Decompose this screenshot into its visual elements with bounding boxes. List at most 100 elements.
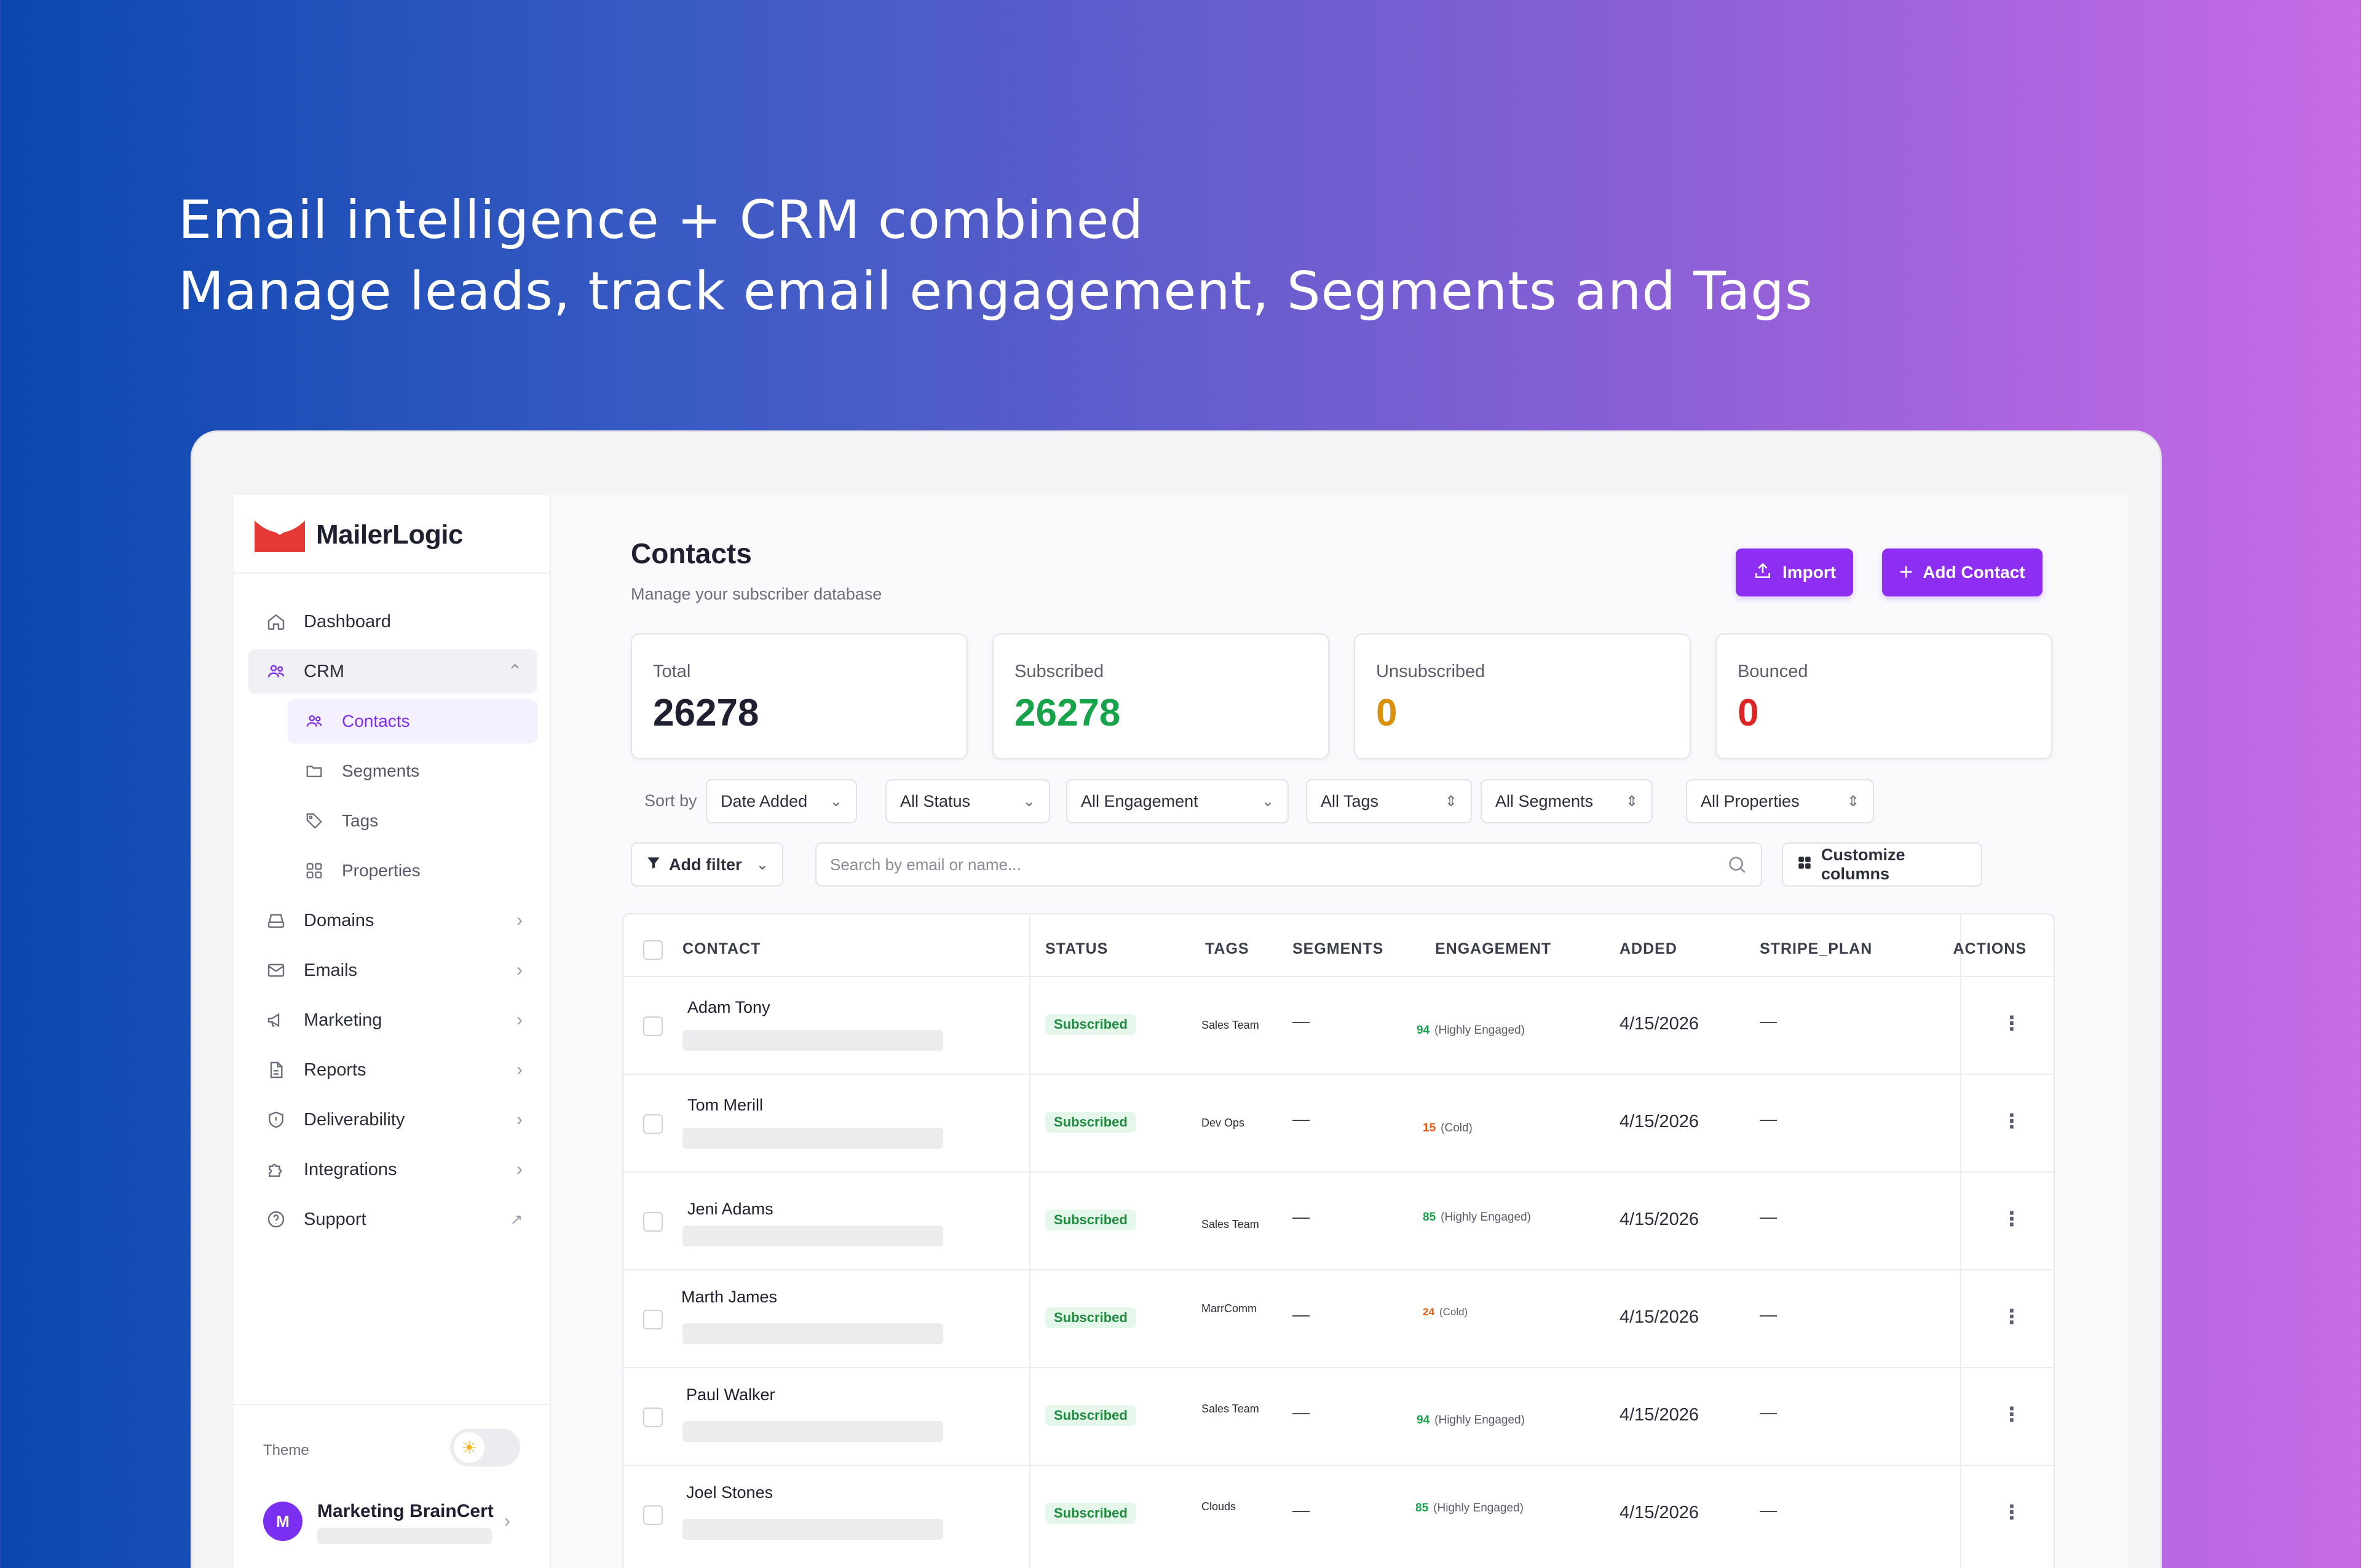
tags-filter-select[interactable]: All Tags ⇕ <box>1306 779 1472 823</box>
row-checkbox[interactable] <box>643 1114 663 1134</box>
sidebar-item-support[interactable]: Support ↗ <box>248 1197 537 1241</box>
status-badge: Subscribed <box>1045 1014 1136 1035</box>
segments-filter-select[interactable]: All Segments ⇕ <box>1481 779 1653 823</box>
status-filter-select[interactable]: All Status ⌄ <box>885 779 1050 823</box>
row-checkbox[interactable] <box>643 1212 663 1232</box>
main-content: Contacts Manage your subscriber database… <box>551 495 2127 1568</box>
column-header-contact[interactable]: CONTACT <box>682 940 761 957</box>
theme-label: Theme <box>263 1442 309 1459</box>
segment-value: — <box>1292 1012 1310 1031</box>
sidebar-item-tags[interactable]: Tags <box>288 799 537 843</box>
score-value: 24 <box>1423 1306 1434 1318</box>
plus-icon: + <box>1899 559 1913 585</box>
page-subtitle: Manage your subscriber database <box>631 585 882 603</box>
divider <box>623 1465 2054 1466</box>
chevron-right-icon[interactable]: › <box>504 1511 510 1531</box>
sidebar-item-contacts[interactable]: Contacts <box>288 699 537 743</box>
chevron-down-icon: ⌄ <box>1261 793 1274 810</box>
status-badge: Subscribed <box>1045 1503 1136 1524</box>
row-actions-menu-icon[interactable]: ⋮ <box>2002 1110 2022 1132</box>
sidebar-item-reports[interactable]: Reports › <box>248 1048 537 1092</box>
upload-icon <box>1753 561 1773 585</box>
app-window: MailerLogic Dashboard CRM ⌃ <box>234 495 2127 1568</box>
row-actions-menu-icon[interactable]: ⋮ <box>2002 1501 2022 1523</box>
sidebar-item-dashboard[interactable]: Dashboard <box>248 600 537 644</box>
column-header-tags[interactable]: TAGS <box>1205 940 1249 957</box>
table-row[interactable]: Adam Tony Subscribed Sales Team — 94 (Hig… <box>623 977 2054 1074</box>
sidebar-item-segments[interactable]: Segments <box>288 749 537 793</box>
engagement-filter-select[interactable]: All Engagement ⌄ <box>1066 779 1289 823</box>
contact-name[interactable]: Marth James <box>681 1288 778 1306</box>
contact-name[interactable]: Joel Stones <box>686 1483 773 1502</box>
contact-name[interactable]: Tom Merill <box>687 1096 764 1114</box>
sidebar-item-domains[interactable]: Domains › <box>248 898 537 943</box>
divider <box>1960 914 1961 1568</box>
chevron-right-icon: › <box>516 1059 523 1080</box>
customize-columns-button[interactable]: Customize columns <box>1782 842 1982 887</box>
table-row[interactable]: Paul Walker Subscribed Sales Team — 94 (H… <box>623 1368 2054 1465</box>
sidebar-item-deliverability[interactable]: Deliverability › <box>248 1098 537 1142</box>
row-checkbox[interactable] <box>643 1016 663 1036</box>
contact-name[interactable]: Jeni Adams <box>687 1200 773 1218</box>
score-value: 15 <box>1423 1122 1436 1134</box>
sidebar-item-crm[interactable]: CRM ⌃ <box>248 649 537 694</box>
chevron-up-icon: ⌃ <box>507 661 523 682</box>
score-value: 85 <box>1423 1211 1436 1224</box>
row-checkbox[interactable] <box>643 1310 663 1329</box>
divider <box>623 1269 2054 1270</box>
mail-icon <box>264 959 288 982</box>
stripe-plan-value: — <box>1760 1109 1777 1128</box>
grid-icon <box>1797 855 1813 875</box>
table-row[interactable]: Jeni Adams Subscribed Sales Team — 85 (Hi… <box>623 1173 2054 1269</box>
stat-card-bounced: Bounced 0 <box>1715 633 2052 759</box>
theme-toggle[interactable]: ☀ <box>450 1428 520 1467</box>
contact-name[interactable]: Paul Walker <box>686 1385 775 1404</box>
user-name[interactable]: Marketing BrainCert <box>317 1501 494 1521</box>
select-all-checkbox[interactable] <box>643 940 663 960</box>
tag-label: Sales Team <box>1201 1403 1259 1415</box>
score-level: (Highly Engaged) <box>1434 1414 1525 1427</box>
column-header-engagement[interactable]: ENGAGEMENT <box>1435 940 1552 957</box>
row-actions-menu-icon[interactable]: ⋮ <box>2002 1208 2022 1230</box>
stripe-plan-value: — <box>1760 1305 1777 1324</box>
search-input[interactable]: Search by email or name... <box>815 842 1762 887</box>
row-actions-menu-icon[interactable]: ⋮ <box>2002 1012 2022 1034</box>
table-row[interactable]: Marth James Subscribed MarrComm — 24 (Col… <box>623 1270 2054 1367</box>
add-filter-button[interactable]: Add filter ⌄ <box>631 842 783 887</box>
contact-name[interactable]: Adam Tony <box>687 998 770 1016</box>
import-button[interactable]: Import <box>1736 548 1854 596</box>
row-checkbox[interactable] <box>643 1408 663 1427</box>
avatar[interactable]: M <box>263 1502 303 1541</box>
column-header-stripe-plan[interactable]: STRIPE_PLAN <box>1760 940 1873 957</box>
column-header-status[interactable]: STATUS <box>1045 940 1109 957</box>
sidebar-item-integrations[interactable]: Integrations › <box>248 1147 537 1192</box>
row-checkbox[interactable] <box>643 1505 663 1525</box>
sidebar-item-label: Deliverability <box>304 1109 405 1130</box>
row-actions-menu-icon[interactable]: ⋮ <box>2002 1403 2022 1425</box>
properties-filter-select[interactable]: All Properties ⇕ <box>1686 779 1874 823</box>
sidebar-item-properties[interactable]: Properties <box>288 849 537 893</box>
add-contact-button[interactable]: + Add Contact <box>1882 548 2043 596</box>
column-header-added[interactable]: ADDED <box>1619 940 1677 957</box>
users-icon <box>264 660 288 683</box>
sort-by-select[interactable]: Date Added ⌄ <box>706 779 857 823</box>
column-header-segments[interactable]: SEGMENTS <box>1292 940 1384 957</box>
sidebar-item-label: Contacts <box>342 711 410 731</box>
sidebar-item-marketing[interactable]: Marketing › <box>248 998 537 1042</box>
sidebar-item-label: CRM <box>304 661 345 681</box>
score-level: (Highly Engaged) <box>1441 1211 1531 1224</box>
sidebar-item-emails[interactable]: Emails › <box>248 948 537 992</box>
segment-value: — <box>1292 1500 1310 1519</box>
row-actions-menu-icon[interactable]: ⋮ <box>2002 1305 2022 1328</box>
sidebar-item-label: Dashboard <box>304 611 391 632</box>
table-row[interactable]: Joel Stones Subscribed Clouds — 85 (Highl… <box>623 1466 2054 1562</box>
table-row[interactable]: Tom Merill Subscribed Dev Ops — 15 (Cold)… <box>623 1075 2054 1171</box>
add-contact-label: Add Contact <box>1923 563 2025 582</box>
column-header-actions: ACTIONS <box>1953 940 2027 957</box>
import-label: Import <box>1782 563 1837 582</box>
tag-label: Dev Ops <box>1201 1117 1245 1129</box>
divider <box>234 572 551 574</box>
stat-value: 26278 <box>653 692 759 734</box>
logo[interactable]: MailerLogic <box>253 513 464 556</box>
engagement-score: 24 (Cold) <box>1423 1306 1468 1318</box>
